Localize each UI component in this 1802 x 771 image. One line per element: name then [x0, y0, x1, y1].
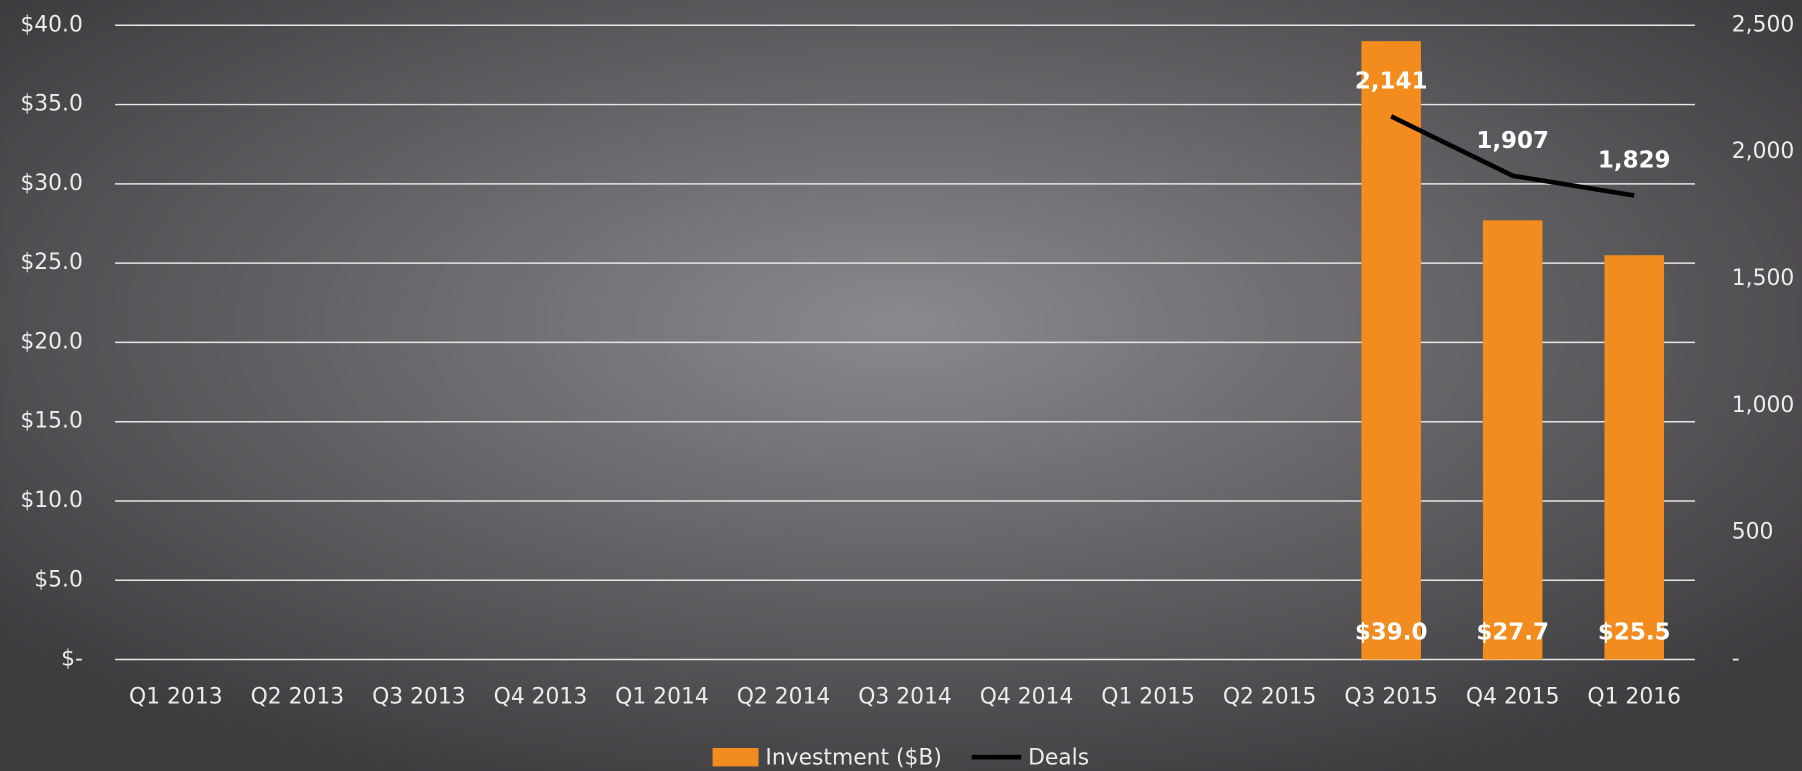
y-tick-label: $20.0	[20, 329, 83, 354]
line-value-label: 2,141	[1355, 68, 1428, 94]
y-tick-label: $15.0	[20, 409, 83, 434]
x-tick-label: Q4 2015	[1466, 684, 1560, 709]
y2-tick-label: 1,500	[1732, 266, 1795, 291]
y2-tick-label: 2,500	[1732, 12, 1795, 37]
y2-tick-label: 1,000	[1732, 393, 1795, 418]
y2-tick-label: 500	[1732, 520, 1774, 545]
legend-label: Investment ($B)	[765, 745, 941, 770]
x-tick-label: Q4 2013	[494, 684, 588, 709]
bar	[1604, 255, 1664, 660]
line-value-label: 1,829	[1598, 148, 1671, 174]
y-tick-label: $-	[61, 647, 83, 672]
x-tick-label: Q2 2014	[737, 684, 831, 709]
bar-value-label: $25.5	[1598, 620, 1671, 646]
y-tick-label: $5.0	[34, 567, 83, 592]
line	[1390, 114, 1635, 198]
x-tick-label: Q1 2014	[615, 684, 709, 709]
x-tick-label: Q2 2013	[251, 684, 345, 709]
line-value-label: 1,907	[1476, 128, 1549, 154]
y-tick-label: $40.0	[20, 12, 83, 37]
y-tick-label: $25.0	[20, 250, 83, 275]
y-tick-label: $10.0	[20, 488, 83, 513]
x-tick-label: Q1 2016	[1587, 684, 1681, 709]
bar	[1482, 220, 1543, 660]
x-tick-label: Q1 2015	[1101, 684, 1195, 709]
y-tick-label: $35.0	[20, 92, 83, 117]
y2-tick-label: 2,000	[1732, 139, 1795, 164]
legend-label: Deals	[1028, 745, 1089, 770]
bar	[1361, 41, 1421, 660]
x-tick-label: Q4 2014	[980, 684, 1074, 709]
x-tick-label: Q2 2015	[1223, 684, 1317, 709]
y2-tick-label: -	[1732, 647, 1740, 672]
bar-value-label: $39.0	[1355, 620, 1428, 646]
y-tick-label: $30.0	[20, 171, 83, 196]
x-tick-label: Q3 2014	[858, 684, 952, 709]
x-tick-label: Q1 2013	[129, 684, 223, 709]
x-tick-label: Q3 2013	[372, 684, 466, 709]
bar-value-label: $27.7	[1476, 620, 1549, 646]
legend-swatch	[712, 748, 759, 767]
x-tick-label: Q3 2015	[1344, 684, 1438, 709]
